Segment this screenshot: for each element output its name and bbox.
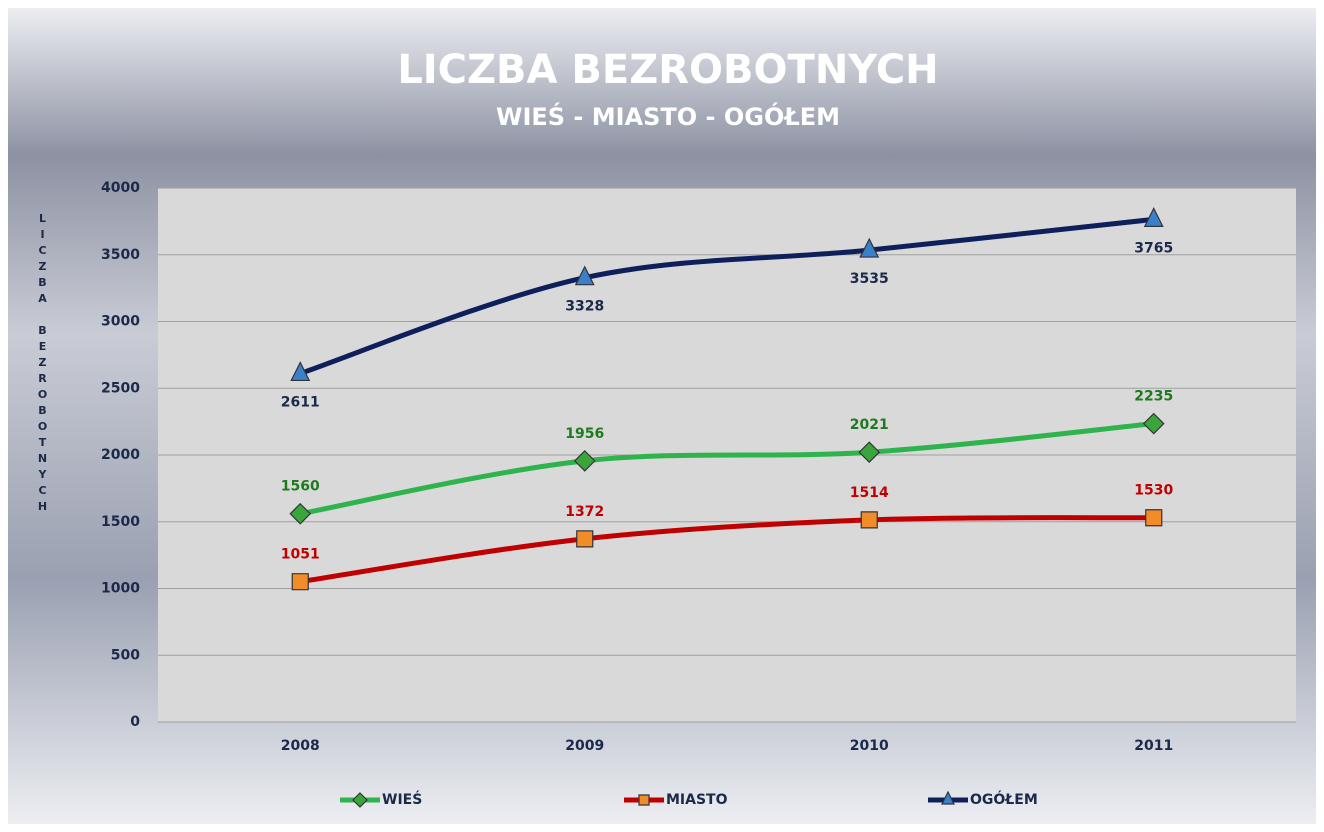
y-tick-label: 3000 [101, 314, 140, 330]
legend-label: OGÓŁEM [970, 790, 1038, 808]
y-axis-label: LICZBA BEZROBOTNYCH [36, 212, 49, 516]
data-label: 1514 [850, 485, 889, 501]
y-tick-label: 500 [111, 647, 140, 663]
data-point [1142, 412, 1165, 435]
y-tick-label: 0 [130, 714, 140, 730]
data-point [1145, 509, 1163, 527]
legend-label: MIASTO [666, 792, 728, 808]
data-point [860, 511, 878, 529]
chart-title: LICZBA BEZROBOTNYCH [397, 47, 938, 93]
data-point [574, 265, 595, 286]
legend-label: WIEŚ [382, 790, 422, 808]
legend-marker [352, 792, 368, 808]
y-tick-label: 1500 [101, 514, 140, 530]
data-label: 1956 [565, 426, 604, 442]
data-label: 2235 [1134, 389, 1173, 405]
data-label: 2611 [281, 394, 320, 410]
data-point [1143, 207, 1164, 227]
x-tick-label: 2011 [1134, 738, 1173, 754]
data-point [290, 361, 311, 382]
legend-marker [638, 794, 650, 806]
data-point [573, 450, 596, 472]
x-tick-label: 2009 [565, 738, 604, 754]
y-tick-label: 2000 [101, 447, 140, 463]
y-tick-label: 4000 [101, 180, 140, 196]
data-point [576, 530, 594, 548]
legend-marker [941, 790, 955, 805]
y-tick-label: 2500 [101, 380, 140, 396]
chart-subtitle: WIEŚ - MIASTO - OGÓŁEM [496, 101, 840, 131]
data-label: 2021 [850, 417, 889, 433]
data-label: 1560 [281, 479, 320, 495]
data-label: 3765 [1134, 240, 1173, 256]
series-line [297, 515, 1157, 585]
data-label: 1051 [281, 547, 320, 563]
data-point [291, 573, 309, 591]
data-point [858, 441, 881, 464]
x-tick-label: 2010 [850, 738, 889, 754]
y-tick-label: 3500 [101, 247, 140, 263]
x-tick-label: 2008 [281, 738, 320, 754]
y-tick-label: 1000 [101, 581, 140, 597]
data-label: 1530 [1134, 483, 1173, 499]
series-line [297, 216, 1157, 376]
data-point [859, 237, 880, 258]
data-label: 3328 [565, 299, 604, 315]
data-label: 1372 [565, 504, 604, 520]
series-line [297, 421, 1157, 517]
data-label: 3535 [850, 271, 889, 287]
data-point [289, 502, 312, 525]
